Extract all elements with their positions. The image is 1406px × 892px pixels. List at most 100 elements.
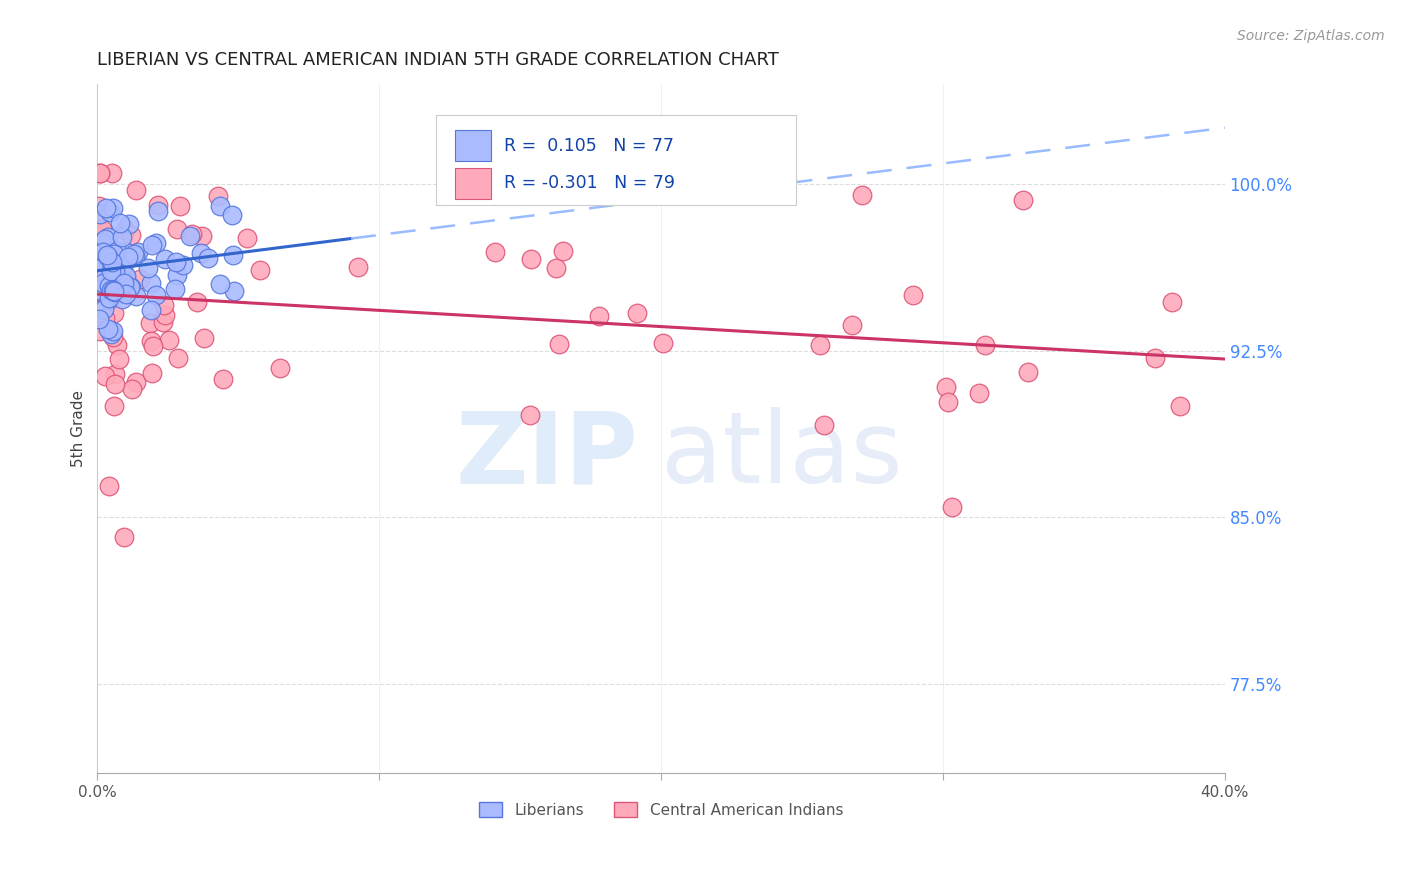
Point xyxy=(104,285,127,300)
Point xyxy=(98,279,121,293)
Point xyxy=(101,166,124,180)
Point xyxy=(224,284,246,298)
Point xyxy=(89,166,111,180)
Point xyxy=(553,244,575,258)
Point xyxy=(935,380,957,394)
Point xyxy=(547,337,569,351)
Point xyxy=(221,209,243,223)
Point xyxy=(91,266,114,280)
Point xyxy=(111,260,134,274)
Point xyxy=(112,276,135,290)
Point xyxy=(139,334,162,348)
Point xyxy=(179,228,201,243)
Text: LIBERIAN VS CENTRAL AMERICAN INDIAN 5TH GRADE CORRELATION CHART: LIBERIAN VS CENTRAL AMERICAN INDIAN 5TH … xyxy=(97,51,779,69)
Point xyxy=(193,331,215,345)
Point xyxy=(197,251,219,265)
Point xyxy=(104,264,127,278)
Point xyxy=(117,218,139,232)
Point xyxy=(100,326,122,341)
Point xyxy=(127,244,149,259)
Point xyxy=(101,324,124,338)
Point xyxy=(484,245,506,260)
Point xyxy=(136,260,159,275)
Point xyxy=(626,306,648,320)
Point xyxy=(813,417,835,432)
Point xyxy=(87,254,110,268)
Point xyxy=(115,269,138,284)
Point xyxy=(347,260,370,274)
Point xyxy=(190,246,212,260)
Point xyxy=(163,282,186,296)
Point xyxy=(974,338,997,352)
Point xyxy=(114,268,136,282)
Point xyxy=(1012,194,1035,208)
Point xyxy=(166,268,188,283)
Point xyxy=(87,241,110,255)
Point xyxy=(90,268,112,282)
Point xyxy=(141,366,163,380)
Point xyxy=(89,207,111,221)
Point xyxy=(103,246,125,260)
Point xyxy=(169,199,191,213)
Point xyxy=(91,222,114,236)
Point xyxy=(104,377,127,392)
FancyBboxPatch shape xyxy=(454,130,491,161)
Point xyxy=(901,288,924,302)
Point xyxy=(100,255,122,269)
Point xyxy=(87,244,110,259)
Point xyxy=(115,287,138,301)
Point xyxy=(222,248,245,262)
Point xyxy=(519,408,541,422)
Point xyxy=(1017,365,1039,379)
Point xyxy=(97,322,120,336)
Point xyxy=(124,249,146,263)
Point xyxy=(97,229,120,244)
Point xyxy=(94,311,117,326)
Point xyxy=(112,530,135,544)
Point xyxy=(249,262,271,277)
Point xyxy=(186,294,208,309)
Point xyxy=(121,382,143,396)
Point xyxy=(936,395,959,409)
Point xyxy=(96,248,118,262)
Point xyxy=(114,268,136,283)
Point xyxy=(111,229,134,244)
Point xyxy=(967,386,990,401)
Point xyxy=(103,399,125,413)
Point xyxy=(941,500,963,515)
Point xyxy=(97,293,120,307)
Point xyxy=(152,315,174,329)
Point xyxy=(209,277,232,291)
Point xyxy=(1170,399,1192,413)
Point xyxy=(98,291,121,305)
Point xyxy=(159,333,181,347)
Point xyxy=(89,283,111,297)
Point xyxy=(269,360,291,375)
Point xyxy=(103,305,125,319)
Point xyxy=(87,254,110,268)
Point xyxy=(146,203,169,218)
Point xyxy=(89,224,111,238)
Point xyxy=(145,287,167,301)
Point xyxy=(103,330,125,344)
Point xyxy=(114,223,136,237)
Point xyxy=(101,201,124,215)
Point xyxy=(142,339,165,353)
Point xyxy=(94,201,117,215)
Point xyxy=(87,212,110,227)
Point xyxy=(851,188,873,202)
Point xyxy=(652,336,675,351)
Point xyxy=(544,260,567,275)
Point xyxy=(145,235,167,250)
Point xyxy=(93,368,115,383)
Point xyxy=(100,264,122,278)
Point xyxy=(100,283,122,297)
Point xyxy=(181,227,204,241)
Point xyxy=(141,277,163,291)
Point xyxy=(90,235,112,249)
Y-axis label: 5th Grade: 5th Grade xyxy=(72,390,86,467)
Point xyxy=(104,367,127,381)
Point xyxy=(89,166,111,180)
Legend: Liberians, Central American Indians: Liberians, Central American Indians xyxy=(472,796,849,823)
Point xyxy=(153,252,176,267)
